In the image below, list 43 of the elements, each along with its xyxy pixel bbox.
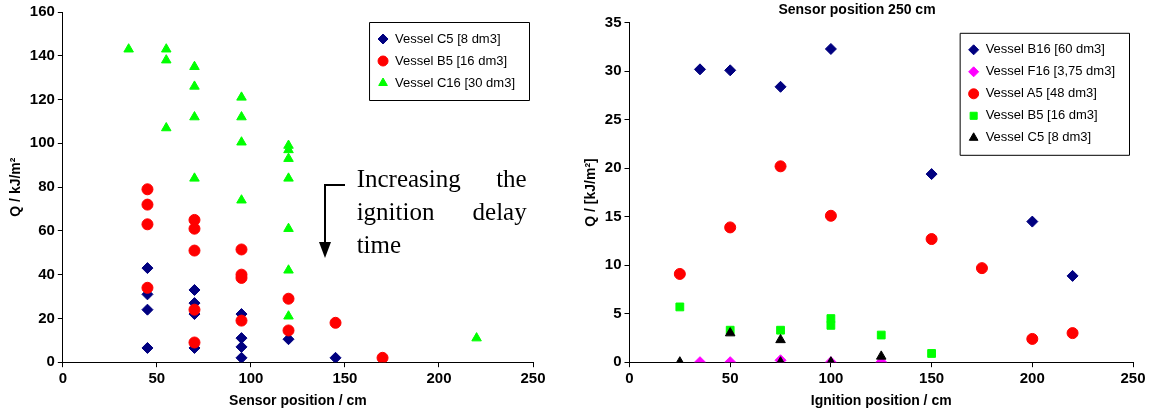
y-tick-label: 5 bbox=[613, 303, 622, 321]
y-tick-label: 0 bbox=[46, 352, 55, 370]
y-tick-label: 60 bbox=[38, 221, 55, 239]
y-tick-label: 140 bbox=[29, 45, 55, 63]
x-tick-label: 150 bbox=[919, 369, 945, 387]
x-tick-label: 50 bbox=[148, 369, 166, 387]
legend-label: Vessel A5 [48 dm3] bbox=[985, 85, 1097, 101]
y-axis-title: Q / kJ/m² bbox=[7, 157, 24, 217]
x-tick-label: 100 bbox=[238, 369, 264, 387]
y-tick-label: 120 bbox=[29, 89, 55, 107]
y-tick-label: 10 bbox=[604, 255, 622, 273]
y-tick-label: 35 bbox=[604, 12, 622, 30]
legend-label: Vessel C16 [30 dm3] bbox=[395, 74, 516, 90]
x-tick-label: 0 bbox=[625, 369, 634, 387]
y-tick-label: 80 bbox=[38, 177, 55, 195]
x-tick-label: 100 bbox=[818, 369, 844, 387]
y-tick-label: 30 bbox=[604, 61, 622, 79]
legend-label: Vessel B5 [16 dm3] bbox=[395, 52, 508, 68]
legend-label: Vessel C5 [8 dm3] bbox=[395, 30, 501, 46]
y-tick-label: 15 bbox=[604, 206, 622, 224]
x-tick-label: 50 bbox=[721, 369, 739, 387]
y-tick-label: 100 bbox=[29, 133, 55, 151]
legend-label: Vessel F16 [3,75 dm3] bbox=[985, 63, 1116, 79]
legend-label: Vessel B5 [16 dm3] bbox=[985, 107, 1098, 123]
y-tick-label: 160 bbox=[29, 2, 55, 20]
y-tick-label: 0 bbox=[613, 352, 622, 370]
x-axis-title: Ignition position / cm bbox=[810, 392, 952, 409]
x-tick-label: 0 bbox=[58, 369, 67, 387]
y-axis-title: Q / [kJ/m²] bbox=[582, 158, 599, 227]
y-tick-label: 25 bbox=[604, 109, 622, 127]
x-tick-label: 150 bbox=[332, 369, 358, 387]
x-axis-title: Sensor position / cm bbox=[229, 392, 367, 409]
annotation: Increasing the ignition delay time bbox=[356, 164, 527, 260]
x-tick-label: 250 bbox=[520, 369, 546, 387]
legend-label: Vessel B16 [60 dm3] bbox=[985, 41, 1105, 57]
y-tick-label: 40 bbox=[38, 264, 55, 282]
x-tick-label: 250 bbox=[1120, 369, 1146, 387]
y-tick-label: 20 bbox=[604, 158, 622, 176]
chart-title: Sensor position 250 cm bbox=[778, 1, 936, 18]
legend-label: Vessel C5 [8 dm3] bbox=[985, 129, 1092, 145]
x-tick-label: 200 bbox=[426, 369, 452, 387]
x-tick-label: 200 bbox=[1019, 369, 1045, 387]
y-tick-label: 20 bbox=[38, 308, 55, 326]
